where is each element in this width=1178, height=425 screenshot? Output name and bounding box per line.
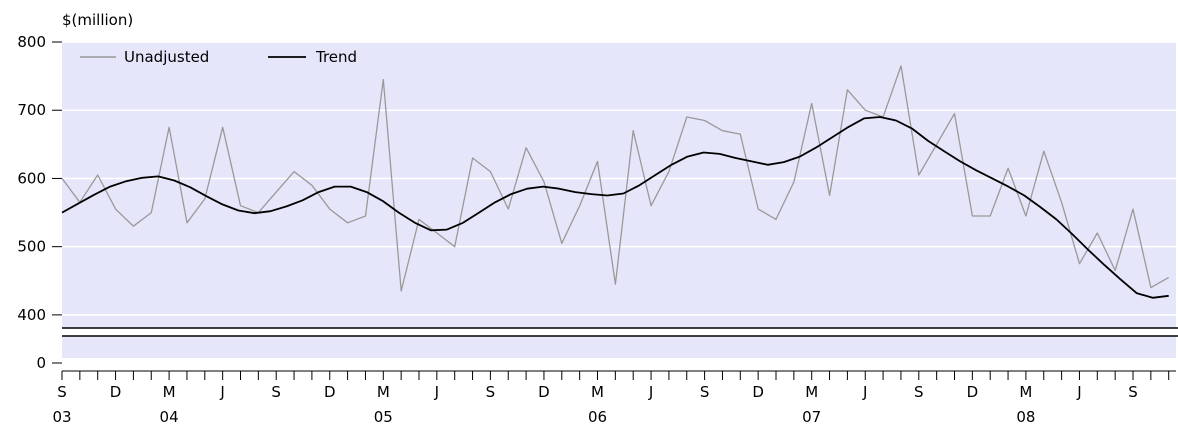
x-month-label: M — [805, 383, 818, 401]
x-month-label: M — [377, 383, 390, 401]
gridlines — [62, 41, 1176, 316]
series-line-trend — [61, 116, 1169, 299]
y-axis-unit-label: $(million) — [62, 11, 133, 29]
y-tick-label: 800 — [17, 33, 46, 51]
y-tick-label: 500 — [17, 238, 46, 256]
axis-break — [62, 327, 1178, 337]
x-month-label: J — [1076, 383, 1081, 401]
x-year-label: 05 — [374, 408, 393, 425]
x-month-label: S — [914, 383, 924, 401]
x-year-label: 06 — [588, 408, 607, 425]
x-month-label: D — [752, 383, 764, 401]
x-month-label: D — [110, 383, 122, 401]
series-lines — [61, 65, 1170, 299]
x-year-label: 03 — [52, 408, 71, 425]
x-month-label: M — [591, 383, 604, 401]
x-year-label: 08 — [1016, 408, 1035, 425]
y-tick-label: 0 — [36, 354, 46, 372]
x-month-label: J — [648, 383, 653, 401]
legend-label-unadjusted: Unadjusted — [124, 48, 209, 66]
x-month-label: M — [163, 383, 176, 401]
x-month-label: S — [700, 383, 710, 401]
legend-label-trend: Trend — [315, 48, 357, 66]
x-month-label: J — [219, 383, 224, 401]
legend: Unadjusted Trend — [80, 48, 357, 66]
x-year-label: 07 — [802, 408, 821, 425]
x-year-label: 04 — [160, 408, 179, 425]
x-month-label: S — [486, 383, 496, 401]
x-month-label: D — [967, 383, 979, 401]
x-month-label: J — [862, 383, 867, 401]
x-month-label: D — [324, 383, 336, 401]
y-tick-label: 600 — [17, 169, 46, 187]
y-axis-ticks: 0 400 500 600 700 800 — [17, 33, 62, 372]
x-month-label: S — [1128, 383, 1138, 401]
y-tick-label: 400 — [17, 306, 46, 324]
x-month-label: S — [271, 383, 281, 401]
plot-area — [62, 42, 1176, 358]
axis-break-gap — [62, 328, 1178, 336]
x-month-label: J — [434, 383, 439, 401]
x-month-label: S — [57, 383, 67, 401]
y-tick-label: 700 — [17, 101, 46, 119]
series-line-unadjusted — [61, 65, 1170, 292]
x-axis-ticks: SDMJSDMJSDMJSDMJSDMJSDMJS030405060708 — [52, 371, 1170, 425]
x-month-label: M — [1019, 383, 1032, 401]
x-month-label: D — [538, 383, 550, 401]
